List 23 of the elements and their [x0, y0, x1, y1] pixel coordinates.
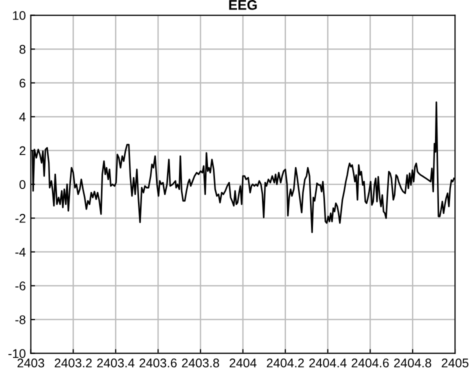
y-tick-label: 0 [19, 180, 26, 189]
y-tick-label: -6 [15, 282, 26, 290]
y-tick-label: 4 [19, 112, 26, 122]
x-tick-label: 2403.4 [97, 358, 134, 368]
x-tick-label: 2403 [18, 358, 44, 368]
y-tick-label: 6 [20, 78, 26, 88]
x-tick-label: 2404.4 [309, 358, 347, 368]
y-tick-label: -2 [15, 214, 26, 223]
x-tick-label: 2403.2 [54, 358, 92, 368]
x-tick-label: 2405 [442, 358, 468, 368]
y-tick-label: 2 [20, 146, 26, 156]
y-tick-label: 8 [20, 44, 26, 54]
y-tick-label: 10 [13, 11, 26, 20]
x-tick-label: 2404 [230, 358, 256, 368]
y-tick-label: -10 [8, 349, 26, 358]
x-tick-label: 2404.8 [394, 358, 432, 368]
x-tick-label: 2404.6 [352, 358, 389, 368]
y-tick-label: -4 [15, 248, 26, 256]
y-tick-label: -8 [15, 315, 26, 324]
x-tick-label: 2403.6 [140, 358, 177, 368]
x-tick-label: 2403.8 [182, 358, 220, 368]
x-tick-label: 2404.2 [266, 358, 304, 368]
chart-title: EEG [229, 0, 257, 10]
